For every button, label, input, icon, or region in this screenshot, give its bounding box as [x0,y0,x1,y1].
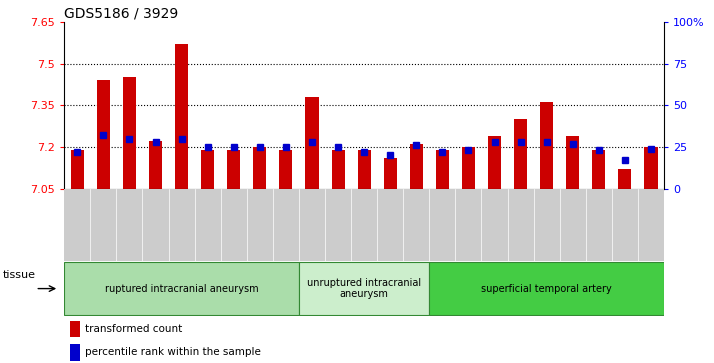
Bar [645,147,658,189]
Bar [618,169,631,189]
Bar [383,158,397,189]
Bar [71,150,84,189]
Bar [593,150,605,189]
Bar [566,136,579,189]
Bar [331,150,345,189]
Text: GDS5186 / 3929: GDS5186 / 3929 [64,7,178,21]
Bar [436,150,449,189]
Bar [306,97,318,189]
Bar [227,150,241,189]
Bar [70,321,80,337]
Text: tissue: tissue [3,270,36,280]
Bar [358,150,371,189]
Bar [70,344,80,361]
Bar [514,119,527,189]
Text: superficial temporal artery: superficial temporal artery [481,284,612,294]
Bar [123,77,136,189]
Bar [175,44,188,189]
Text: unruptured intracranial
aneurysm: unruptured intracranial aneurysm [307,278,421,299]
Text: percentile rank within the sample: percentile rank within the sample [85,347,261,357]
Bar [540,102,553,189]
FancyBboxPatch shape [64,262,299,315]
Bar [488,136,501,189]
Text: transformed count: transformed count [85,323,183,334]
Bar [462,147,475,189]
Bar [201,150,214,189]
Bar [97,80,110,189]
Text: ruptured intracranial aneurysm: ruptured intracranial aneurysm [105,284,258,294]
Bar [279,150,293,189]
FancyBboxPatch shape [429,262,664,315]
FancyBboxPatch shape [299,262,429,315]
Bar [253,147,266,189]
Bar [149,142,162,189]
Bar [410,144,423,189]
